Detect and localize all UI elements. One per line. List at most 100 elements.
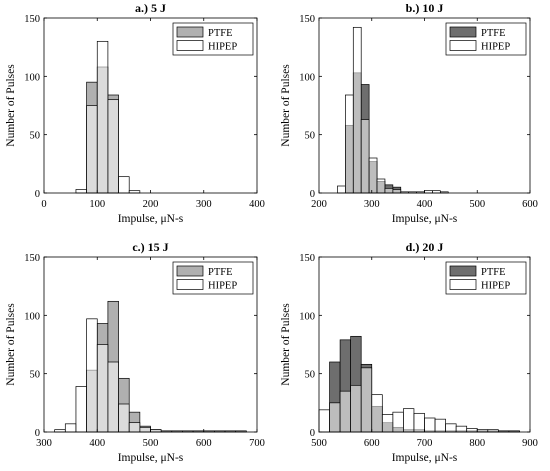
legend-swatch-hipep — [176, 279, 204, 290]
panel-title: a.) 5 J — [135, 1, 166, 15]
bar-hipep — [64, 423, 77, 433]
bar-hipep — [466, 428, 478, 433]
bar-hipep — [75, 189, 87, 194]
legend: PTFE HIPEP — [445, 261, 527, 295]
y-tick-label: 100 — [299, 311, 315, 322]
y-tick-label: 100 — [24, 311, 40, 322]
y-tick-label: 100 — [299, 72, 315, 83]
x-tick-label: 400 — [89, 438, 105, 449]
bar-hipep — [384, 187, 394, 194]
histogram-panel-2: 200 300 400 500 600 0 50 100 150 b.) 10 J Impulse,… — [280, 1, 538, 225]
panel-title: d.) 20 J — [406, 240, 444, 254]
y-axis-label: Number of Pulses — [5, 64, 17, 147]
legend-label-ptfe: PTFE — [208, 28, 233, 39]
bar-hipep — [392, 189, 402, 194]
bar-hipep — [86, 318, 98, 433]
series-hipep — [337, 26, 449, 194]
x-tick-label: 200 — [311, 199, 327, 210]
y-tick-label: 150 — [24, 14, 40, 25]
x-tick-label: 200 — [143, 199, 159, 210]
y-tick-label: 0 — [35, 428, 40, 439]
legend-swatch-hipep — [449, 279, 477, 290]
legend-label-ptfe: PTFE — [481, 267, 506, 278]
x-tick-label: 300 — [196, 199, 212, 210]
x-axis-label: Impulse, μN-s — [118, 452, 184, 464]
bar-hipep — [371, 394, 383, 433]
bar-hipep — [128, 422, 141, 433]
bar-hipep — [376, 178, 386, 194]
bar-hipep — [392, 411, 404, 433]
legend-label-hipep: HIPEP — [208, 42, 237, 53]
y-tick-label: 0 — [310, 428, 315, 439]
bar-hipep — [455, 425, 468, 433]
legend-swatch-ptfe — [176, 265, 204, 277]
histogram-panel-4: 500 600 700 800 900 0 50 100 150 d.) 20 J Impulse,… — [280, 240, 538, 464]
x-tick-label: 600 — [522, 199, 538, 210]
legend-swatch-hipep — [449, 40, 477, 51]
legend-label-hipep: HIPEP — [481, 42, 510, 53]
series-hipep — [54, 318, 162, 433]
x-tick-label: 600 — [364, 438, 380, 449]
y-tick-label: 100 — [24, 72, 40, 83]
x-tick-label: 900 — [522, 438, 538, 449]
bar-hipep — [107, 361, 119, 433]
x-tick-label: 400 — [417, 199, 433, 210]
y-axis-label: Number of Pulses — [280, 303, 292, 386]
bar-hipep — [360, 367, 373, 433]
bar-hipep — [381, 414, 394, 433]
bar-hipep — [75, 386, 87, 433]
x-axis-label: Impulse, μN-s — [392, 452, 458, 464]
legend-label-ptfe: PTFE — [208, 267, 233, 278]
bar-hipep — [424, 417, 436, 433]
legend: PTFE HIPEP — [172, 261, 254, 295]
histogram-panel-1: 0 100 200 300 400 0 50 100 150 a.) 5 J Impulse, μN… — [5, 1, 265, 225]
bar-hipep — [86, 105, 98, 194]
y-tick-label: 50 — [30, 370, 41, 381]
bar-hipep — [413, 412, 425, 433]
bar-hipep — [339, 390, 352, 433]
bar-hipep — [345, 94, 354, 194]
x-tick-label: 100 — [89, 199, 105, 210]
x-tick-label: 0 — [41, 199, 46, 210]
bar-hipep — [445, 423, 457, 433]
histogram-panel-3: 300 400 500 600 700 0 50 100 150 c.) 15 J Impulse,… — [5, 240, 265, 464]
x-tick-label: 800 — [469, 438, 485, 449]
legend-swatch-ptfe — [449, 26, 477, 38]
x-tick-label: 500 — [469, 199, 485, 210]
x-tick-label: 500 — [311, 438, 327, 449]
bar-hipep — [337, 185, 346, 194]
bar-hipep — [318, 409, 330, 433]
x-tick-label: 400 — [249, 199, 265, 210]
legend-swatch-ptfe — [449, 265, 477, 277]
y-tick-label: 150 — [299, 14, 315, 25]
bar-hipep — [368, 157, 378, 194]
y-tick-label: 150 — [299, 253, 315, 264]
legend-swatch-hipep — [176, 40, 204, 51]
x-tick-label: 600 — [196, 438, 212, 449]
legend-label-hipep: HIPEP — [208, 281, 237, 292]
x-axis-label: Impulse, μN-s — [118, 213, 184, 225]
bar-hipep — [403, 408, 415, 433]
y-tick-label: 0 — [310, 189, 315, 200]
legend-label-ptfe: PTFE — [481, 28, 506, 39]
bar-hipep — [139, 426, 151, 433]
y-tick-label: 150 — [24, 253, 40, 264]
y-tick-label: 50 — [30, 131, 41, 142]
y-tick-label: 0 — [35, 189, 40, 200]
series-hipep — [75, 40, 141, 194]
legend: PTFE HIPEP — [445, 22, 527, 56]
bar-hipep — [350, 384, 362, 433]
bar-hipep — [96, 40, 109, 194]
panel-title: b.) 10 J — [406, 1, 444, 15]
legend: PTFE HIPEP — [172, 22, 254, 56]
bar-hipep — [360, 119, 370, 194]
bar-hipep — [118, 176, 130, 194]
x-tick-label: 700 — [249, 438, 265, 449]
x-tick-label: 300 — [36, 438, 52, 449]
bar-hipep — [107, 99, 119, 194]
x-axis-label: Impulse, μN-s — [392, 213, 458, 225]
x-tick-label: 500 — [143, 438, 159, 449]
bar-hipep — [434, 418, 446, 433]
legend-label-hipep: HIPEP — [481, 281, 510, 292]
